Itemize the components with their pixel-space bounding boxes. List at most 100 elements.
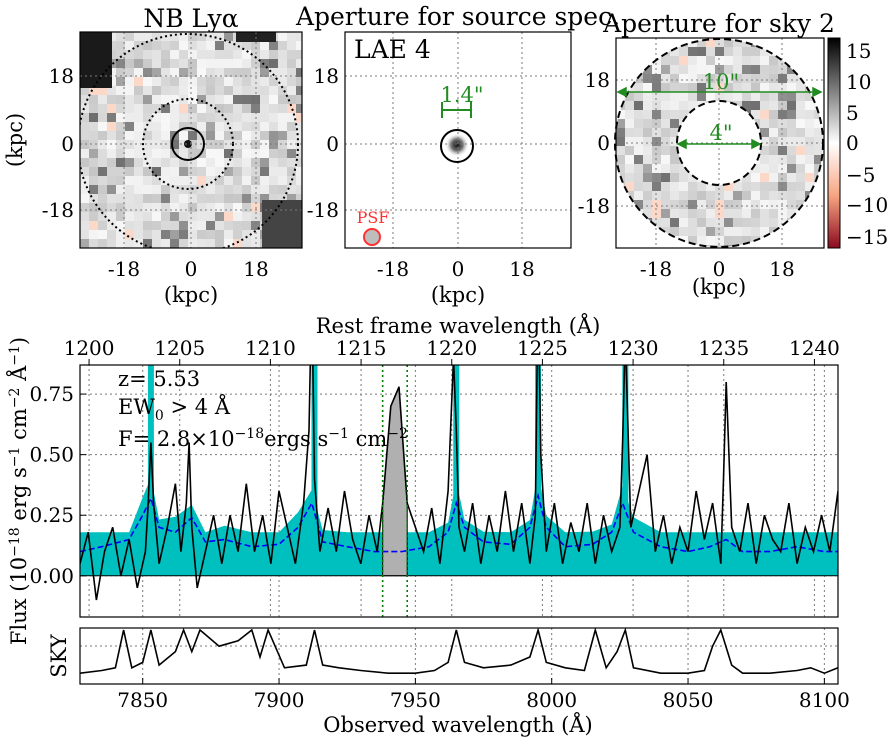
pixel [116,77,125,86]
pixel [805,173,814,182]
pixel [143,86,152,95]
pixel [242,185,251,194]
pixel [224,185,233,194]
pixel [287,113,296,122]
pixel [170,77,179,86]
pixel [152,50,161,59]
pixel [233,176,242,185]
pixel [152,95,161,104]
pixel [179,131,188,140]
pixel [296,59,302,68]
pixel [134,239,143,248]
pixel [715,182,724,191]
pixel [269,41,278,50]
pixel [134,140,143,149]
pixel [224,158,233,167]
pixel [134,185,143,194]
pixel [742,92,751,101]
pixel [769,137,778,146]
pixel [233,221,242,230]
pixel [760,146,769,155]
pixel [715,47,724,56]
pixel [134,95,143,104]
pixel [278,158,287,167]
pixel [715,245,724,247]
pixel [269,185,278,194]
sky-outer-aperture [614,38,824,248]
rest-tick-label: 1215 [336,336,387,360]
nb-xtick-1: -18 [108,257,140,281]
pixel [634,182,643,191]
pixel [116,104,125,113]
pixel [287,77,296,86]
pixel [116,131,125,140]
pixel [260,131,269,140]
pixel [170,194,179,203]
pixel [197,59,206,68]
pixel [751,209,760,218]
colorbar-tick-1: 15 [846,39,871,63]
pixel [188,203,197,212]
pixel [215,203,224,212]
pixel [787,182,796,191]
pixel [296,41,302,50]
nb-ytick-1: 18 [49,64,74,88]
pixel [116,68,125,77]
pixel [80,95,89,104]
pixel [688,191,697,200]
pixel [197,230,206,239]
source-title: Aperture for source spec. [295,2,620,31]
pixel [805,92,814,101]
pixel [107,158,116,167]
nb-ytick-3: -18 [42,198,74,222]
pixel [260,95,269,104]
pixel [296,122,302,131]
pixel [215,131,224,140]
pixel [152,221,161,230]
nb-xtick-3: 18 [243,257,268,281]
pixel [688,209,697,218]
nb-ytick-2: 0 [61,132,74,156]
rest-tick-label: 1205 [154,336,205,360]
pixel [242,95,251,104]
ew-annotation: EW0 > 4 Å [118,394,231,424]
pixel [224,149,233,158]
pixel [107,194,116,203]
pixel [796,191,805,200]
pixel [706,92,715,101]
pixel [760,101,769,110]
pixel [697,209,706,218]
nb-title: NB Lyα [143,4,238,33]
pixel [197,50,206,59]
pixel [206,221,215,230]
pixel [152,68,161,77]
sky-inner-label: 4" [709,121,732,145]
pixel [670,164,679,173]
pixel [688,74,697,83]
pixel [233,203,242,212]
pixel [670,119,679,128]
pixel [796,146,805,155]
pixel [89,122,98,131]
pixel [742,65,751,74]
sky-ytick-3: -18 [578,194,610,218]
pixel [242,158,251,167]
pixel [679,218,688,227]
flux-annotation: F= 2.8×10−18ergs s−1 cm−2 [118,426,408,451]
pixel [796,119,805,128]
pixel [188,194,197,203]
pixel [269,131,278,140]
pixel [179,122,188,131]
pixel [724,227,733,236]
pixel [751,56,760,65]
pixel [107,122,116,131]
pixel [161,176,170,185]
pixel [197,239,206,248]
nb-image [80,32,302,248]
pixel [769,65,778,74]
pixel [161,203,170,212]
error-spike [147,365,154,576]
pixel [188,113,197,122]
pixel [688,92,697,101]
